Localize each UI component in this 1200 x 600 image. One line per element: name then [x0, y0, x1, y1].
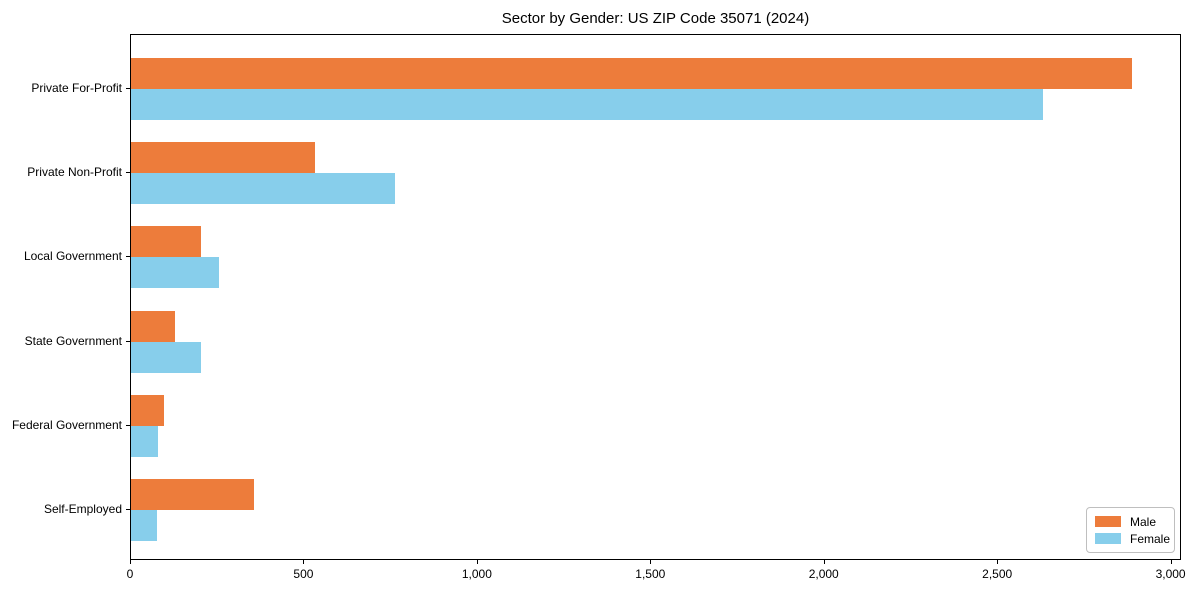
- y-tick-mark: [126, 256, 130, 258]
- x-tick-label: 3,000: [1155, 567, 1186, 581]
- x-tick-label: 1,000: [461, 567, 492, 581]
- bar-female-federal-government: [131, 425, 159, 457]
- bar-male-federal-government: [131, 394, 165, 426]
- x-tick-mark: [476, 560, 478, 564]
- bar-female-private-non-profit: [131, 173, 396, 205]
- bar-female-state-government: [131, 341, 202, 373]
- legend-entry-female: Female: [1095, 533, 1170, 545]
- legend: Male Female: [1086, 507, 1175, 553]
- x-tick-mark: [650, 560, 652, 564]
- x-tick-mark: [823, 560, 825, 564]
- bar-female-self-employed: [131, 510, 157, 541]
- x-tick-label: 500: [293, 567, 314, 581]
- bar-female-private-for-profit: [131, 89, 1044, 120]
- y-tick-label: Self-Employed: [43, 502, 122, 516]
- y-tick-mark: [126, 172, 130, 174]
- legend-label-male: Male: [1130, 514, 1157, 529]
- x-tick-label: 0: [126, 567, 134, 581]
- legend-label-female: Female: [1130, 531, 1171, 546]
- bar-female-local-government: [131, 257, 219, 289]
- y-tick-mark: [126, 424, 130, 426]
- y-tick-label: Private For-Profit: [31, 81, 122, 95]
- legend-entry-male: Male: [1095, 516, 1166, 528]
- y-tick-mark: [126, 340, 130, 342]
- chart-title: Sector by Gender: US ZIP Code 35071 (202…: [501, 10, 810, 27]
- legend-swatch-female: [1095, 533, 1121, 544]
- x-tick-mark: [303, 560, 305, 564]
- legend-swatch-male: [1095, 516, 1121, 527]
- x-tick-label: 1,500: [635, 567, 666, 581]
- bar-male-state-government: [131, 310, 176, 342]
- x-tick-mark: [997, 560, 999, 564]
- y-tick-label: State Government: [24, 333, 122, 348]
- x-tick-mark: [130, 560, 131, 564]
- y-tick-mark: [126, 509, 130, 510]
- x-tick-mark: [1170, 560, 1172, 564]
- y-tick-label: Local Government: [23, 249, 122, 264]
- y-tick-label: Federal Government: [11, 417, 122, 432]
- plot-area: [130, 34, 1181, 560]
- x-tick-label: 2,000: [808, 567, 839, 581]
- y-tick-label: Private Non-Profit: [27, 165, 122, 180]
- bar-male-self-employed: [131, 479, 255, 510]
- x-tick-label: 2,500: [982, 567, 1013, 581]
- bar-male-private-for-profit: [131, 58, 1132, 89]
- y-tick-mark: [126, 88, 130, 89]
- bar-male-local-government: [131, 226, 202, 258]
- bar-male-private-non-profit: [131, 142, 315, 174]
